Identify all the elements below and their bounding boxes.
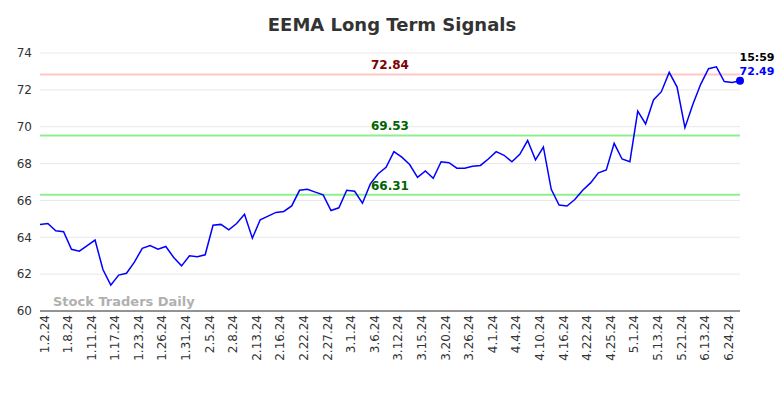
svg-text:62: 62 (17, 267, 32, 281)
svg-text:3.26.24: 3.26.24 (462, 315, 476, 361)
svg-text:69.53: 69.53 (371, 119, 409, 133)
svg-text:6.24.24: 6.24.24 (722, 315, 736, 361)
svg-text:4.10.24: 4.10.24 (533, 315, 547, 361)
svg-text:4.22.24: 4.22.24 (580, 315, 594, 361)
svg-text:2.13.24: 2.13.24 (250, 315, 264, 361)
html-text:Stock Traders Daily: Stock Traders Daily (53, 294, 195, 309)
svg-text:4.25.24: 4.25.24 (604, 315, 618, 361)
svg-text:6.13.24: 6.13.24 (698, 315, 712, 361)
svg-text:3.15.24: 3.15.24 (415, 315, 429, 361)
svg-text:1.31.24: 1.31.24 (179, 315, 193, 361)
svg-text:60: 60 (17, 304, 32, 318)
svg-text:66: 66 (17, 194, 32, 208)
svg-text:2.27.24: 2.27.24 (321, 315, 335, 361)
svg-text:64: 64 (17, 231, 32, 245)
svg-text:72.84: 72.84 (371, 58, 409, 72)
svg-text:15:59: 15:59 (739, 53, 774, 64)
svg-text:72.49: 72.49 (740, 65, 775, 78)
html-text:EEMA Long Term Signals: EEMA Long Term Signals (267, 14, 517, 35)
svg-text:4.4.24: 4.4.24 (509, 315, 523, 353)
svg-text:1.2.24: 1.2.24 (38, 315, 52, 353)
svg-text:5.1.24: 5.1.24 (627, 315, 641, 353)
svg-text:2.22.24: 2.22.24 (297, 315, 311, 361)
svg-text:5.13.24: 5.13.24 (651, 315, 665, 361)
svg-text:3.1.24: 3.1.24 (344, 315, 358, 353)
svg-text:1.23.24: 1.23.24 (132, 315, 146, 361)
svg-text:5.21.24: 5.21.24 (675, 315, 689, 361)
svg-text:3.6.24: 3.6.24 (368, 315, 382, 353)
svg-text:70: 70 (17, 120, 32, 134)
svg-text:74: 74 (17, 46, 32, 60)
svg-text:1.8.24: 1.8.24 (61, 315, 75, 353)
svg-text:66.31: 66.31 (371, 179, 409, 193)
svg-text:1.26.24: 1.26.24 (155, 315, 169, 361)
svg-text:4.1.24: 4.1.24 (486, 315, 500, 353)
svg-text:4.16.24: 4.16.24 (557, 315, 571, 361)
svg-text:3.20.24: 3.20.24 (439, 315, 453, 361)
svg-text:3.12.24: 3.12.24 (391, 315, 405, 361)
svg-text:72: 72 (17, 83, 32, 97)
svg-text:2.8.24: 2.8.24 (226, 315, 240, 353)
svg-text:1.11.24: 1.11.24 (85, 315, 99, 361)
svg-text:68: 68 (17, 157, 32, 171)
svg-text:2.16.24: 2.16.24 (273, 315, 287, 361)
svg-text:1.17.24: 1.17.24 (108, 315, 122, 361)
svg-text:2.5.24: 2.5.24 (203, 315, 217, 353)
